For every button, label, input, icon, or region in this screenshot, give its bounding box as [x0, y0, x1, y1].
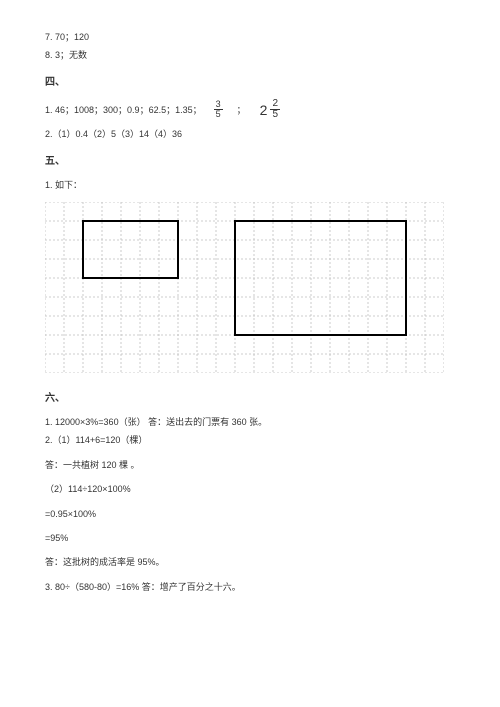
section-4-head: 四、 — [45, 75, 460, 91]
section-6-head: 六、 — [45, 391, 460, 407]
mixed-den: 5 — [270, 110, 280, 120]
sec6-a2: 答：这批树的成活率是 95%。 — [45, 555, 460, 569]
section-4-line-2: 2.（1）0.4（2）5（3）14（4）36 — [45, 127, 460, 141]
sec6-l1: 1. 12000×3%=360（张） 答：送出去的门票有 360 张。 — [45, 415, 460, 429]
sec4-sep: ； — [237, 103, 246, 117]
sec4-l1-prefix: 1. 46；1008；300；0.9；62.5；1.35； — [45, 103, 202, 117]
mixed-frac: 2 5 — [270, 99, 280, 120]
line-7: 7. 70；120 — [45, 30, 460, 44]
fraction-3-5: 3 5 — [214, 100, 223, 119]
sec6-a1: 答：一共植树 120 棵 。 — [45, 458, 460, 472]
sec6-l6: 3. 80÷（580-80）=16% 答：增产了百分之十六。 — [45, 580, 460, 594]
sec6-l2: 2.（1）114+6=120（棵） — [45, 433, 460, 447]
sec6-l3: （2）114÷120×100% — [45, 482, 460, 496]
mixed-2-2-5: 2 2 5 — [260, 99, 282, 121]
sec6-l5: =95% — [45, 531, 460, 545]
frac-den: 5 — [214, 110, 223, 119]
section-5-line-1: 1. 如下： — [45, 178, 460, 192]
section-4-line-1: 1. 46；1008；300；0.9；62.5；1.35； 3 5 ； 2 2 … — [45, 99, 460, 121]
grid-svg — [45, 202, 444, 373]
section-5-head: 五、 — [45, 154, 460, 170]
sec6-l4: =0.95×100% — [45, 507, 460, 521]
line-8: 8. 3；无数 — [45, 48, 460, 62]
mixed-whole: 2 — [260, 99, 268, 121]
grid-figure — [45, 202, 460, 373]
